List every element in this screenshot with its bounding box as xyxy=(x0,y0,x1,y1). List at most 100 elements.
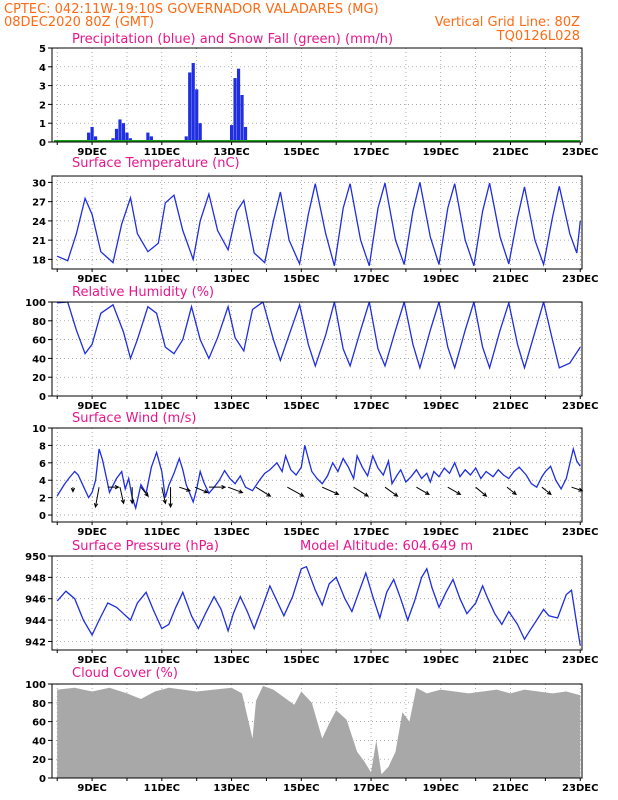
precip-bar xyxy=(149,136,153,142)
pressure-xtick-label: 13DEC xyxy=(213,655,249,666)
cloud-ytick-label: 60 xyxy=(32,718,46,729)
cloud-frame xyxy=(51,683,583,779)
precip-frame xyxy=(51,47,583,143)
pressure-ytick-label: 946 xyxy=(25,595,46,606)
precip-ytick-label: 1 xyxy=(39,119,46,130)
temperature-ytick-label: 18 xyxy=(32,255,46,266)
humidity-xtick-label: 21DEC xyxy=(492,401,528,412)
humidity-xtick-label: 15DEC xyxy=(283,401,319,412)
wind-arrow xyxy=(287,486,305,497)
wind-title: Surface Wind (m/s) xyxy=(72,411,196,426)
cloud-xtick-label: 13DEC xyxy=(213,783,249,794)
cloud-ytick-label: 80 xyxy=(32,699,46,710)
precip-ytick-label: 4 xyxy=(39,63,46,74)
wind-arrow xyxy=(179,486,192,492)
temperature-xtick-label: 19DEC xyxy=(423,274,459,285)
precip-ytick-label: 2 xyxy=(39,100,46,111)
pressure-panel: Surface Pressure (hPa) Model Altitude: 60… xyxy=(25,539,598,666)
precip-xtick-label: 11DEC xyxy=(144,147,180,158)
pressure-xtick-label: 11DEC xyxy=(144,655,180,666)
humidity-panel: Relative Humidity (%) 9DEC 11DEC 13DEC 15DEC… xyxy=(25,285,598,412)
cloud-xtick-label: 9DEC xyxy=(77,783,106,794)
pressure-frame xyxy=(51,555,583,651)
precip-xtick-label: 9DEC xyxy=(77,147,106,158)
precip-bar xyxy=(125,132,129,142)
wind-ytick-label: 6 xyxy=(39,459,46,470)
temperature-xtick-label: 9DEC xyxy=(77,274,106,285)
wind-ytick-label: 4 xyxy=(39,476,46,487)
pressure-line xyxy=(56,565,581,646)
wind-arrow xyxy=(227,486,244,494)
temperature-panel: Surface Temperature (nC) 9DEC 11DEC 13DEC 15… xyxy=(32,156,598,285)
wind-frame xyxy=(51,427,583,523)
cloud-ytick-label: 40 xyxy=(32,736,46,747)
pressure-ytick-label: 944 xyxy=(25,616,46,627)
pressure-xtick-label: 17DEC xyxy=(353,655,389,666)
header-run-date: 08DEC2020 80Z (GMT) xyxy=(4,15,154,30)
wind-arrow xyxy=(130,487,135,505)
pressure-xtick-label: 15DEC xyxy=(283,655,319,666)
precip-bar xyxy=(240,95,244,142)
humidity-title: Relative Humidity (%) xyxy=(72,285,214,300)
humidity-ytick-label: 40 xyxy=(32,354,46,365)
humidity-ytick-label: 100 xyxy=(25,298,46,309)
header-station-line: CPTEC: 042:11W-19:10S GOVERNADOR VALADAR… xyxy=(4,2,379,17)
wind-arrow xyxy=(416,486,430,495)
pressure-title: Surface Pressure (hPa) xyxy=(72,539,219,554)
cloud-cover-area xyxy=(57,685,581,778)
humidity-ytick-label: 60 xyxy=(32,336,46,347)
cloud-xtick-label: 21DEC xyxy=(492,783,528,794)
precip-xtick-label: 17DEC xyxy=(353,147,389,158)
humidity-xtick-label: 23DEC xyxy=(562,401,598,412)
humidity-line xyxy=(57,302,581,371)
wind-xtick-label: 17DEC xyxy=(353,527,389,538)
wind-xtick-label: 15DEC xyxy=(283,527,319,538)
precip-bar xyxy=(243,126,248,142)
precip-ytick-label: 5 xyxy=(39,44,46,55)
precip-bar xyxy=(195,89,199,142)
header-model-code: TQ0126L028 xyxy=(496,29,580,44)
wind-arrow xyxy=(140,486,149,498)
pressure-ytick-label: 950 xyxy=(25,552,46,563)
humidity-frame xyxy=(51,301,583,397)
cloud-ytick-label: 0 xyxy=(39,774,46,785)
precip-ytick-label: 0 xyxy=(39,138,46,149)
cloud-xtick-label: 19DEC xyxy=(423,783,459,794)
wind-line xyxy=(56,445,581,511)
wind-ytick-label: 8 xyxy=(39,441,46,452)
pressure-xtick-label: 23DEC xyxy=(562,655,598,666)
temperature-frame xyxy=(51,175,583,270)
wind-arrow xyxy=(119,487,125,505)
precip-title: Precipitation (blue) and Snow Fall (gree… xyxy=(72,32,393,47)
wind-arrow xyxy=(475,486,488,497)
precip-xtick-label: 21DEC xyxy=(492,147,528,158)
cloud-title: Cloud Cover (%) xyxy=(72,666,178,681)
pressure-xtick-label: 21DEC xyxy=(492,655,528,666)
model-altitude-annotation: Model Altitude: 604.649 m xyxy=(300,539,473,554)
humidity-ytick-label: 80 xyxy=(32,317,46,328)
wind-xtick-label: 21DEC xyxy=(492,527,528,538)
precip-bar xyxy=(121,123,126,142)
humidity-xtick-label: 19DEC xyxy=(423,401,459,412)
wind-arrow xyxy=(447,486,462,495)
precip-bar xyxy=(118,119,122,142)
precip-bar xyxy=(184,136,188,142)
precip-bar xyxy=(114,128,119,142)
humidity-xtick-label: 17DEC xyxy=(353,401,389,412)
wind-panel: Surface Wind (m/s) 9DEC 11DEC 13DEC 15DEC 17D… xyxy=(32,411,598,538)
temperature-xtick-label: 15DEC xyxy=(283,274,319,285)
precip-bar xyxy=(229,125,234,142)
humidity-xtick-label: 13DEC xyxy=(213,401,249,412)
wind-arrow xyxy=(571,486,584,492)
precip-bar xyxy=(191,63,195,142)
wind-xtick-label: 23DEC xyxy=(562,527,598,538)
wind-arrow xyxy=(70,487,76,493)
wind-arrow xyxy=(255,486,272,497)
temperature-xtick-label: 23DEC xyxy=(562,274,598,285)
wind-arrow xyxy=(353,486,369,497)
precip-xtick-label: 15DEC xyxy=(283,147,319,158)
wind-arrow xyxy=(168,487,173,509)
wind-xtick-label: 19DEC xyxy=(423,527,459,538)
wind-arrow xyxy=(541,486,552,496)
